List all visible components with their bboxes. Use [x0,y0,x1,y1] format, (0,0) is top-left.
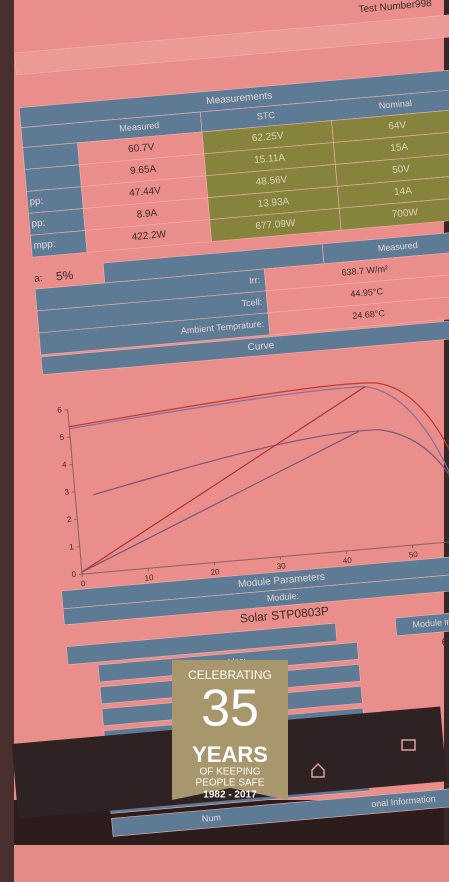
curve-line [69,386,449,482]
module-value: 50.0 [445,679,449,693]
env-value: 24.68°C [352,308,386,321]
env-label: Irr: [249,275,261,286]
env-value-cell [267,294,449,336]
left-edge [0,0,14,882]
curve-line [81,386,366,573]
y-tick-label: 4 [62,460,68,469]
module-left-header [66,622,338,665]
curve-line [93,429,449,496]
footer-left: Num [201,812,221,824]
x-tick-label: 10 [144,573,154,583]
setting-value: 5% [55,268,74,283]
module-value: 15.0 [443,657,449,671]
env-value: 44.95°C [350,286,384,299]
curve-line [69,382,449,481]
y-tick-label: 6 [57,405,63,414]
screen-content: TimestoTest Number998MeasurementsMeasure… [14,0,449,837]
curve-title: Curve [247,340,275,353]
module-info-header [394,608,449,637]
badge-number: 35 [201,680,259,738]
y-tick-label: 2 [66,515,72,524]
measured-value: 422.2W [131,229,167,243]
home-icon[interactable] [311,762,325,778]
nominal-value: 14A [394,186,413,199]
recent-icon[interactable] [401,739,416,751]
badge-line: OF KEEPING [199,767,260,778]
env-column: Measured [377,240,418,253]
x-tick-label: 40 [342,556,352,566]
stc-value: 48.56V [255,174,288,188]
y-tick-label: 1 [69,542,75,551]
nominal-cell [338,196,449,231]
y-tick-label: 3 [64,487,70,496]
nominal-value: 64V [388,120,407,133]
env-label: Tcell: [241,297,262,309]
y-tick-label: 0 [71,570,77,579]
x-tick-label: 30 [276,561,286,571]
column-header: STC [256,110,275,122]
tint-bottom [0,845,449,882]
nominal-value: 15A [390,142,409,155]
nominal-value: 700W [391,207,419,220]
stc-value: 62.25V [251,130,284,144]
column-header: Nominal [378,98,412,111]
title-bar [14,14,449,76]
row-label: pp: [31,218,46,230]
nominal-value: 50V [392,164,411,177]
badge-years-word: YEARS [192,742,268,767]
x-tick-label: 20 [210,567,220,577]
badge-years: 1982 - 2017 [203,790,257,801]
curve-bar [40,318,449,376]
module-value: 64.0 [441,635,449,649]
measured-value: 8.9A [136,208,158,221]
module-bar [62,570,449,626]
stc-value: 13.93A [257,196,290,210]
measured-value: 47.44V [129,185,162,199]
module-footer [111,782,449,837]
env-value: 638.7 W/m² [341,264,388,278]
curve-line [81,430,360,573]
row-label: pp: [29,196,44,208]
measured-value: 60.7V [128,142,155,155]
badge-line: CELEBRATING [188,668,272,682]
badge-shape [172,660,288,800]
stc-value: 15.11A [254,152,286,166]
column-header: Measured [119,120,160,133]
row-label: mpp: [33,239,56,252]
x-tick-label: 50 [409,550,419,560]
setting-label: a: [34,273,43,285]
badge-line: PEOPLE SAFE [196,778,265,789]
module-value: 14.0 [447,701,449,715]
measured-value: 9.65A [130,164,157,177]
x-tick-label: 0 [80,579,86,588]
module-label: Module: [266,591,299,604]
y-tick-label: 5 [59,433,65,442]
stc-value: 677.09W [255,218,296,232]
